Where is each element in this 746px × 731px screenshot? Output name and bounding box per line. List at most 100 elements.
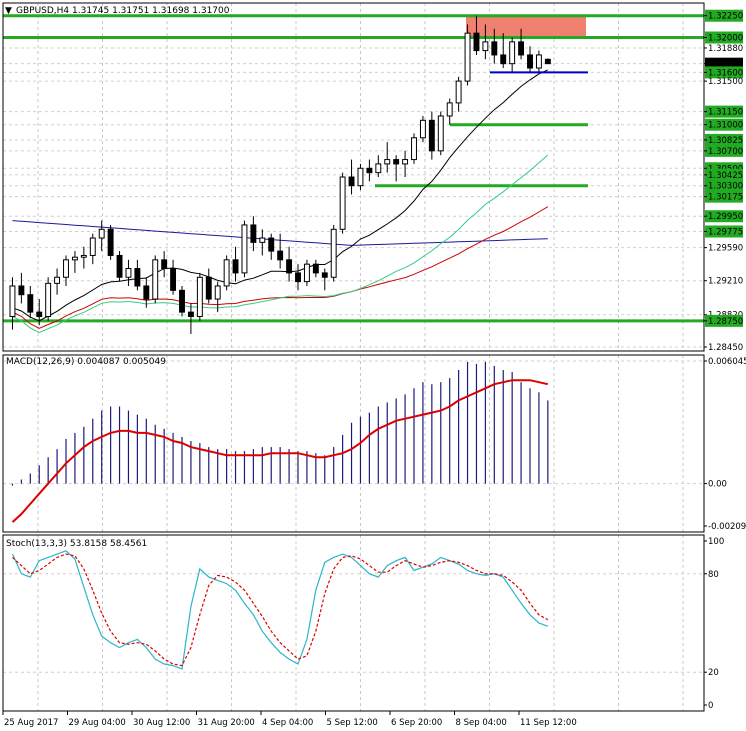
level-price-marker <box>705 118 743 131</box>
candle-body <box>63 259 69 278</box>
ma-mid-line <box>12 154 549 334</box>
price-axis-label: 1.32250 <box>708 12 743 22</box>
stoch-header: Stoch(13,3,3) 53.8158 58.4561 <box>6 539 147 549</box>
price-axis-label: 1.31880 <box>708 44 743 54</box>
price-axis-label: 1.31600 <box>708 68 743 78</box>
candle-body <box>509 41 516 65</box>
level-price-marker <box>705 168 743 181</box>
ma-fast-line <box>12 69 549 322</box>
candle-body <box>170 268 177 291</box>
stoch-main-line <box>11 550 549 670</box>
panel-frame <box>2 2 705 352</box>
stoch-signal-line <box>12 553 549 667</box>
candle-body <box>527 54 533 69</box>
macd-axis: 0.006045 0.00 -0.002091 <box>704 357 746 532</box>
level-price-marker <box>705 210 743 223</box>
macd-signal-line <box>11 379 549 523</box>
candle-body <box>428 119 435 152</box>
candle-body <box>143 285 150 300</box>
candle-body <box>321 272 328 278</box>
level-price-marker <box>705 314 743 327</box>
support-resistance-levels <box>3 14 704 323</box>
candle-body <box>384 159 391 165</box>
price-axis-label: 1.31000 <box>708 121 743 131</box>
candle-body <box>250 224 257 243</box>
candle-body <box>375 163 382 174</box>
macd-axis-label: 0.00 <box>708 480 727 490</box>
candle-body <box>214 285 221 300</box>
candle-body <box>348 176 355 187</box>
price-axis-label: 1.30825 <box>708 136 743 146</box>
candle-body <box>330 228 337 278</box>
candle-body <box>286 259 293 274</box>
price-axis-label: 1.29590 <box>708 244 743 254</box>
candle-body <box>98 228 105 239</box>
candle-body <box>491 41 498 56</box>
candle-body <box>232 259 239 274</box>
price-axis-label: 1.28450 <box>708 343 743 353</box>
time-axis-label: 11 Sep 12:00 <box>520 718 577 728</box>
candle-body <box>134 268 141 287</box>
price-axis-label: 1.29950 <box>708 212 743 222</box>
candle-body <box>437 115 444 152</box>
level-price-marker <box>705 31 743 44</box>
candle-body <box>205 276 212 300</box>
stoch-axis-label: 0 <box>708 701 713 711</box>
candle-body <box>277 250 284 261</box>
macd-panel[interactable]: 0.006045 0.00 -0.002091 MACD(12,26,9) 0.00… <box>6 357 746 532</box>
stoch-axis: 100 80 20 0 <box>704 537 724 711</box>
symbol-dropdown[interactable]: ▼ GBPUSD,H4 1.31745 1.31751 1.31698 1.31… <box>5 6 230 16</box>
candle-body <box>446 102 453 117</box>
macd-header: MACD(12,26,9) 0.004087 0.005049 <box>6 357 166 367</box>
macd-axis-label: -0.002091 <box>708 522 746 532</box>
candle-body <box>125 268 132 278</box>
candle-body <box>80 254 87 258</box>
price-axis-label: 1.29210 <box>708 277 743 287</box>
level-price-marker <box>705 133 743 146</box>
time-axis-label: 30 Aug 12:00 <box>133 718 190 728</box>
candle-body <box>303 263 310 283</box>
candle-body <box>500 54 507 65</box>
price-axis-label: 1.30300 <box>708 182 743 192</box>
price-axis-label: 1.30425 <box>708 171 743 181</box>
candle-body <box>312 263 319 274</box>
candle-body <box>295 272 301 283</box>
time-axis-label: 4 Sep 04:00 <box>262 718 313 728</box>
level-price-marker <box>705 225 743 238</box>
candle-body <box>419 119 426 139</box>
candle-body <box>223 259 230 287</box>
level-price-marker <box>705 144 743 157</box>
time-axis-label: 29 Aug 04:00 <box>69 718 126 728</box>
candle-body <box>9 285 16 317</box>
panel-frame <box>2 354 705 533</box>
candle-body <box>544 58 551 65</box>
macd-axis-label: 0.006045 <box>708 357 746 367</box>
candle-body <box>27 294 34 313</box>
candle-body <box>152 259 159 300</box>
time-axis-label: 31 Aug 20:00 <box>198 718 255 728</box>
dropdown-triangle-icon[interactable]: ▼ <box>5 6 12 16</box>
candle-body <box>89 237 96 256</box>
candle-body <box>473 32 480 52</box>
price-axis-label: 1.30175 <box>708 193 743 203</box>
time-axis-label: 25 Aug 2017 <box>4 718 58 728</box>
candle-body <box>259 237 266 243</box>
candle-body <box>161 259 168 270</box>
candle-body <box>187 311 194 317</box>
time-axis-label: 6 Sep 20:00 <box>391 718 442 728</box>
price-axis-label: 1.31500 <box>708 77 743 87</box>
price-axis-label: 1.31150 <box>708 108 743 118</box>
level-price-marker <box>705 179 743 192</box>
candle-body <box>402 159 409 165</box>
candle-body <box>179 289 185 313</box>
level-price-marker <box>705 9 743 22</box>
level-price-marker <box>705 105 743 118</box>
level-price-marker <box>705 66 743 79</box>
candle-body <box>339 176 346 230</box>
candle-body <box>482 41 489 52</box>
stoch-panel[interactable]: 100 80 20 0 Stoch(13,3,3) 53.8158 58.4561 <box>6 537 724 711</box>
stoch-axis-label: 80 <box>708 570 719 580</box>
time-axis: 25 Aug 2017 29 Aug 04:00 30 Aug 12:00 31 Au… <box>2 711 577 728</box>
